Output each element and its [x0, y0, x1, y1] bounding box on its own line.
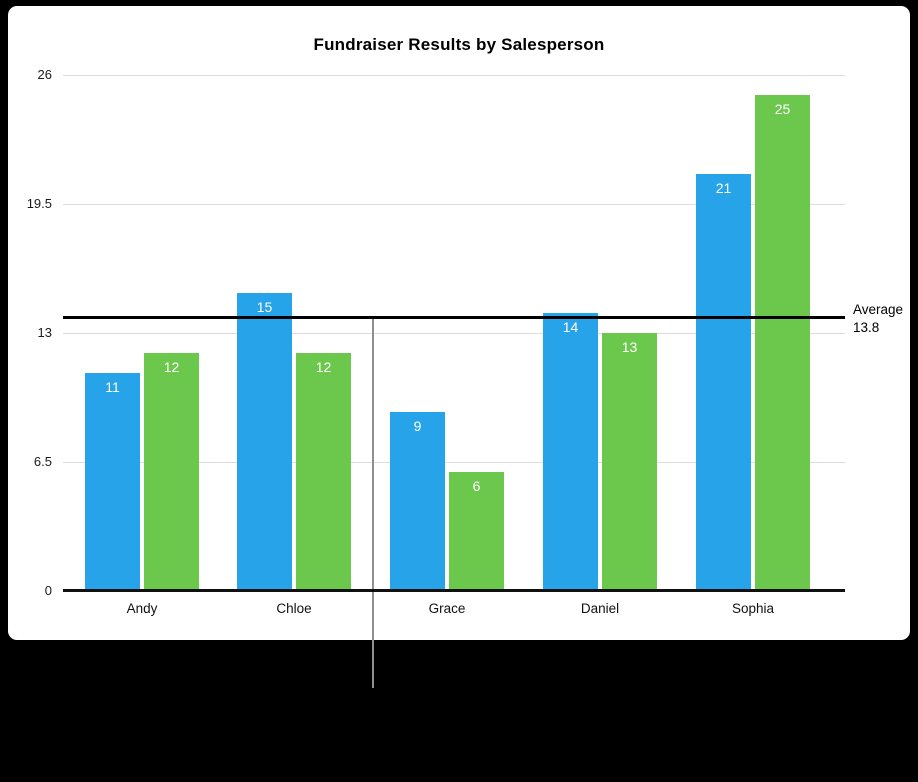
- bar-daniel-series-green: 13: [602, 333, 657, 591]
- y-axis-tick-label: 13: [37, 325, 52, 340]
- bar-value-label: 9: [413, 418, 422, 434]
- average-reference-line: [63, 316, 845, 319]
- y-axis-tick-label: 0: [44, 583, 52, 598]
- bar-value-label: 15: [256, 299, 273, 315]
- average-line-label: Average 13.8: [853, 301, 903, 337]
- x-axis-label-grace: Grace: [428, 601, 466, 616]
- bar-value-label: 11: [105, 379, 120, 395]
- bar-value-label: 14: [562, 319, 579, 335]
- x-axis-line: [63, 589, 845, 592]
- gridline: [63, 333, 845, 334]
- bar-andy-series-blue: 11: [85, 373, 140, 591]
- y-axis-tick-label: 6.5: [33, 454, 52, 469]
- gridline: [63, 204, 845, 205]
- bar-value-label: 13: [621, 339, 638, 355]
- bar-grace-series-green: 6: [449, 472, 504, 591]
- y-axis-tick-label: 19.5: [26, 196, 52, 211]
- bar-value-label: 6: [472, 478, 481, 494]
- x-axis-label-chloe: Chloe: [276, 601, 312, 616]
- bar-chloe-series-green: 12: [296, 353, 351, 591]
- vertical-guide-line: [372, 317, 374, 688]
- bar-sophia-series-green: 25: [755, 95, 810, 591]
- bar-grace-series-blue: 9: [390, 412, 445, 591]
- bar-value-label: 12: [315, 359, 332, 375]
- gridline: [63, 462, 845, 463]
- bar-daniel-series-blue: 14: [543, 313, 598, 591]
- x-axis-label-daniel: Daniel: [580, 601, 620, 616]
- average-label-text: Average: [853, 302, 904, 317]
- x-axis-label-andy: Andy: [126, 601, 158, 616]
- bar-value-label: 12: [163, 359, 180, 375]
- chart-title: Fundraiser Results by Salesperson: [313, 35, 605, 54]
- bar-value-label: 25: [774, 101, 791, 117]
- x-axis-label-sophia: Sophia: [731, 601, 775, 616]
- y-axis-tick-label: 26: [37, 67, 52, 82]
- bar-value-label: 21: [715, 180, 732, 196]
- bar-andy-series-green: 12: [144, 353, 199, 591]
- bar-chloe-series-blue: 15: [237, 293, 292, 591]
- bar-sophia-series-blue: 21: [696, 174, 751, 591]
- gridline: [63, 75, 845, 76]
- average-value-text: 13.8: [853, 320, 880, 335]
